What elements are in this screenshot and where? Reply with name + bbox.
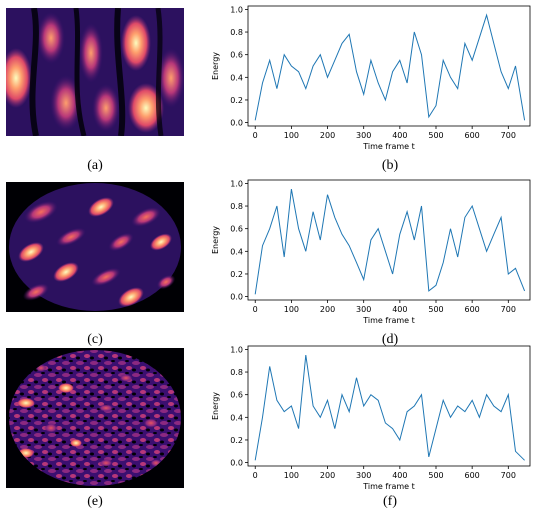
x-tick-label: 100	[284, 471, 299, 480]
x-tick-label: 700	[501, 305, 516, 314]
y-axis-label: Energy	[211, 392, 220, 420]
speckle-image-a	[6, 8, 184, 136]
panel-label-b: (b)	[381, 158, 399, 173]
y-tick-label: 0.2	[230, 436, 243, 445]
energy-chart-f: 0.0 0.2 0.4 0.6 0.8 1.0 0 100 200 300 400 500 600 700…	[211, 345, 531, 491]
plot-frame	[247, 5, 531, 127]
x-tick-label: 700	[501, 131, 516, 140]
x-tick-label: 500	[428, 471, 443, 480]
y-axis-label: Energy	[211, 226, 220, 254]
y-tick-label: 0.0	[230, 459, 243, 468]
plot-frame	[247, 345, 531, 467]
y-tick-label: 1.0	[230, 5, 243, 14]
y-axis-label: Energy	[211, 52, 220, 80]
y-tick-label: 0.6	[230, 225, 243, 234]
x-tick-label: 300	[356, 471, 371, 480]
energy-series-line	[254, 189, 526, 295]
y-tick-label: 0.6	[230, 51, 243, 60]
x-tick-label: 600	[465, 471, 480, 480]
x-tick-label: 300	[356, 305, 371, 314]
energy-chart-d: 0.0 0.2 0.4 0.6 0.8 1.0 0 100 200 300 400 500 600 700…	[211, 179, 531, 325]
y-tick-label: 0.4	[230, 247, 243, 256]
x-tick-label: 0	[253, 131, 258, 140]
energy-series-line	[254, 13, 526, 121]
x-tick-label: 300	[356, 131, 371, 140]
y-tick-label: 0.4	[230, 73, 243, 82]
y-tick-label: 0.8	[230, 202, 243, 211]
y-tick-label: 1.0	[230, 345, 243, 354]
y-tick-label: 0.2	[230, 270, 243, 279]
y-tick-label: 0.8	[230, 368, 243, 377]
speckle-image-e	[6, 348, 184, 488]
y-tick-label: 0.6	[230, 391, 243, 400]
panel-label-f: (f)	[383, 494, 397, 509]
x-tick-label: 500	[428, 305, 443, 314]
x-axis-label: Time frame t	[362, 316, 415, 325]
x-tick-label: 400	[392, 471, 407, 480]
x-tick-label: 600	[465, 305, 480, 314]
panel-label-e: (e)	[87, 494, 103, 509]
x-tick-label: 400	[392, 131, 407, 140]
y-tick-label: 0.8	[230, 28, 243, 37]
y-tick-label: 1.0	[230, 179, 243, 188]
plot-frame	[247, 179, 531, 301]
panel-label-d: (d)	[381, 332, 399, 347]
x-tick-label: 100	[284, 305, 299, 314]
speckle-image-c	[6, 182, 184, 312]
panel-label-c: (c)	[87, 332, 103, 347]
x-tick-label: 0	[253, 305, 258, 314]
y-tick-label: 0.4	[230, 413, 243, 422]
panel-label-a: (a)	[87, 158, 103, 173]
x-tick-label: 600	[465, 131, 480, 140]
y-tick-label: 0.2	[230, 96, 243, 105]
x-axis-label: Time frame t	[362, 142, 415, 151]
y-tick-label: 0.0	[230, 119, 243, 128]
x-tick-label: 500	[428, 131, 443, 140]
x-tick-label: 400	[392, 305, 407, 314]
x-tick-label: 100	[284, 131, 299, 140]
x-tick-label: 700	[501, 471, 516, 480]
x-axis-label: Time frame t	[362, 482, 415, 491]
x-tick-label: 0	[253, 471, 258, 480]
x-tick-label: 200	[320, 131, 335, 140]
y-tick-label: 0.0	[230, 293, 243, 302]
x-tick-label: 200	[320, 305, 335, 314]
x-tick-label: 200	[320, 471, 335, 480]
energy-series-line	[254, 355, 525, 461]
energy-chart-b: 0.0 0.2 0.4 0.6 0.8 1.0 0 100 200 300 400 500 600 700…	[211, 5, 531, 151]
